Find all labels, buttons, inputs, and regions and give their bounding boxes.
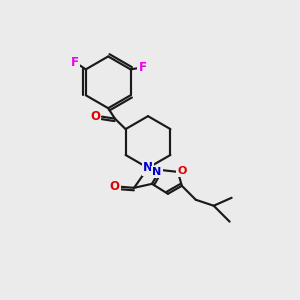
Text: O: O [109, 180, 119, 193]
Text: O: O [177, 166, 187, 176]
Text: F: F [71, 56, 79, 69]
Text: O: O [90, 110, 100, 123]
Text: N: N [152, 167, 162, 177]
Text: F: F [139, 61, 147, 74]
Text: N: N [143, 161, 153, 174]
